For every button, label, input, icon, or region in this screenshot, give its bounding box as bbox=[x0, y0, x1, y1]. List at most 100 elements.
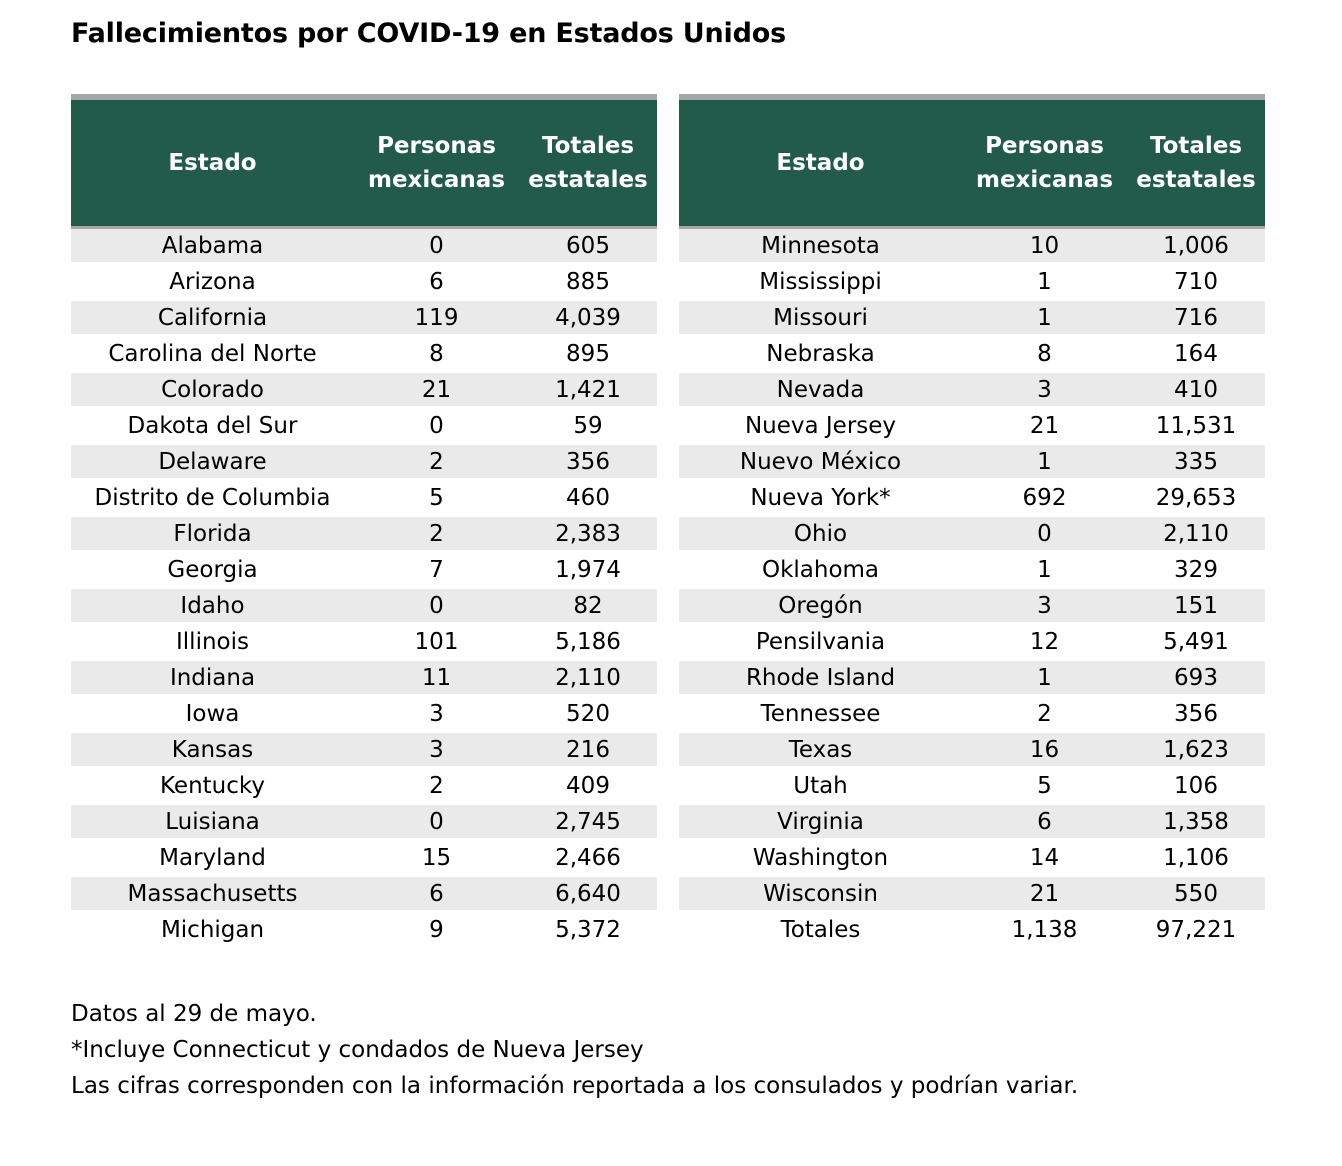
cell-totales-estatales: 1,106 bbox=[1127, 839, 1265, 877]
cell-personas-mexicanas: 1 bbox=[962, 551, 1127, 589]
table-row: Rhode Island 1 693 bbox=[679, 659, 1265, 697]
cell-totales-estatales: 520 bbox=[519, 695, 657, 733]
totals-row: Totales 1,138 97,221 bbox=[679, 910, 1265, 949]
table-row: Utah 5 106 bbox=[679, 767, 1265, 805]
cell-totales-estatales: 605 bbox=[519, 227, 657, 265]
table-row: Oregón 3 151 bbox=[679, 587, 1265, 625]
cell-estado: Florida bbox=[71, 515, 354, 553]
cell-estado: Luisiana bbox=[71, 803, 354, 841]
table-row: Nebraska 8 164 bbox=[679, 335, 1265, 373]
table-row: Dakota del Sur 0 59 bbox=[71, 407, 657, 445]
cell-totales-estatales: 106 bbox=[1127, 767, 1265, 805]
cell-personas-mexicanas: 692 bbox=[962, 479, 1127, 517]
cell-personas-mexicanas: 0 bbox=[962, 515, 1127, 553]
table-row: Carolina del Norte 8 895 bbox=[71, 335, 657, 373]
cell-personas-mexicanas: 2 bbox=[354, 515, 519, 553]
table-row: Massachusetts 6 6,640 bbox=[71, 875, 657, 913]
cell-personas-mexicanas: 6 bbox=[354, 263, 519, 301]
cell-totales-estatales: 2,110 bbox=[1127, 515, 1265, 553]
cell-personas-mexicanas: 3 bbox=[962, 587, 1127, 625]
cell-personas-mexicanas: 2 bbox=[962, 695, 1127, 733]
cell-estado: Oregón bbox=[679, 587, 962, 625]
cell-estado: Wisconsin bbox=[679, 875, 962, 913]
cell-totales-estatales: 410 bbox=[1127, 371, 1265, 409]
cell-personas-mexicanas: 1 bbox=[962, 659, 1127, 697]
cell-personas-mexicanas: 7 bbox=[354, 551, 519, 589]
table-row: Colorado 21 1,421 bbox=[71, 371, 657, 409]
cell-estado: Rhode Island bbox=[679, 659, 962, 697]
page-title: Fallecimientos por COVID-19 en Estados U… bbox=[71, 18, 786, 49]
cell-totales-estatales: 693 bbox=[1127, 659, 1265, 697]
table-row: Ohio 0 2,110 bbox=[679, 515, 1265, 553]
cell-estado: Colorado bbox=[71, 371, 354, 409]
cell-totales-estatales: 29,653 bbox=[1127, 479, 1265, 517]
table-row: Nuevo México 1 335 bbox=[679, 443, 1265, 481]
cell-personas-mexicanas: 10 bbox=[962, 227, 1127, 265]
cell-totales-estatales: 356 bbox=[1127, 695, 1265, 733]
table-row: Idaho 0 82 bbox=[71, 587, 657, 625]
table-row: Indiana 11 2,110 bbox=[71, 659, 657, 697]
cell-totales-estatales: 164 bbox=[1127, 335, 1265, 373]
cell-estado: Oklahoma bbox=[679, 551, 962, 589]
cell-personas-mexicanas: 21 bbox=[962, 875, 1127, 913]
cell-personas-mexicanas: 5 bbox=[354, 479, 519, 517]
cell-personas-mexicanas: 5 bbox=[962, 767, 1127, 805]
cell-estado: Arizona bbox=[71, 263, 354, 301]
cell-estado: Nuevo México bbox=[679, 443, 962, 481]
totals-mexicanas: 1,138 bbox=[962, 910, 1127, 949]
header-personas-mexicanas: Personas mexicanas bbox=[354, 94, 519, 229]
table-row: Arizona 6 885 bbox=[71, 263, 657, 301]
cell-estado: Virginia bbox=[679, 803, 962, 841]
cell-estado: Washington bbox=[679, 839, 962, 877]
table-row: Oklahoma 1 329 bbox=[679, 551, 1265, 589]
cell-totales-estatales: 2,110 bbox=[519, 659, 657, 697]
cell-personas-mexicanas: 16 bbox=[962, 731, 1127, 769]
cell-estado: Ohio bbox=[679, 515, 962, 553]
table-row: Kansas 3 216 bbox=[71, 731, 657, 769]
note-date: Datos al 29 de mayo. bbox=[71, 1001, 317, 1027]
table-body-left: Alabama 0 605 Arizona 6 885 California 119 4,039… bbox=[71, 227, 657, 949]
header-estado: Estado bbox=[679, 94, 962, 229]
cell-estado: Iowa bbox=[71, 695, 354, 733]
cell-totales-estatales: 1,623 bbox=[1127, 731, 1265, 769]
cell-totales-estatales: 2,466 bbox=[519, 839, 657, 877]
cell-totales-estatales: 335 bbox=[1127, 443, 1265, 481]
deaths-table-left: Estado Personas mexicanas Totales estatale… bbox=[71, 94, 657, 949]
cell-personas-mexicanas: 1 bbox=[962, 263, 1127, 301]
cell-estado: Illinois bbox=[71, 623, 354, 661]
cell-personas-mexicanas: 3 bbox=[962, 371, 1127, 409]
table-row: Washington 14 1,106 bbox=[679, 839, 1265, 877]
cell-personas-mexicanas: 0 bbox=[354, 803, 519, 841]
cell-estado: Pensilvania bbox=[679, 623, 962, 661]
cell-totales-estatales: 82 bbox=[519, 587, 657, 625]
table-row: Florida 2 2,383 bbox=[71, 515, 657, 553]
cell-personas-mexicanas: 9 bbox=[354, 911, 519, 949]
totals-estatales: 97,221 bbox=[1127, 910, 1265, 949]
cell-personas-mexicanas: 6 bbox=[354, 875, 519, 913]
cell-totales-estatales: 710 bbox=[1127, 263, 1265, 301]
table-row: Mississippi 1 710 bbox=[679, 263, 1265, 301]
cell-estado: Georgia bbox=[71, 551, 354, 589]
table-row: Delaware 2 356 bbox=[71, 443, 657, 481]
table-row: Tennessee 2 356 bbox=[679, 695, 1265, 733]
cell-totales-estatales: 5,186 bbox=[519, 623, 657, 661]
cell-totales-estatales: 2,745 bbox=[519, 803, 657, 841]
table-row: Pensilvania 12 5,491 bbox=[679, 623, 1265, 661]
cell-personas-mexicanas: 119 bbox=[354, 299, 519, 337]
cell-totales-estatales: 4,039 bbox=[519, 299, 657, 337]
table-row: Michigan 9 5,372 bbox=[71, 911, 657, 949]
cell-personas-mexicanas: 11 bbox=[354, 659, 519, 697]
table-row: Minnesota 10 1,006 bbox=[679, 227, 1265, 265]
cell-totales-estatales: 2,383 bbox=[519, 515, 657, 553]
cell-personas-mexicanas: 0 bbox=[354, 227, 519, 265]
cell-totales-estatales: 59 bbox=[519, 407, 657, 445]
table-header-row: Estado Personas mexicanas Totales estatale… bbox=[71, 94, 657, 229]
cell-totales-estatales: 5,372 bbox=[519, 911, 657, 949]
cell-estado: Kansas bbox=[71, 731, 354, 769]
cell-estado: California bbox=[71, 299, 354, 337]
table-row: Illinois 101 5,186 bbox=[71, 623, 657, 661]
cell-personas-mexicanas: 14 bbox=[962, 839, 1127, 877]
cell-estado: Nebraska bbox=[679, 335, 962, 373]
cell-totales-estatales: 356 bbox=[519, 443, 657, 481]
cell-totales-estatales: 409 bbox=[519, 767, 657, 805]
